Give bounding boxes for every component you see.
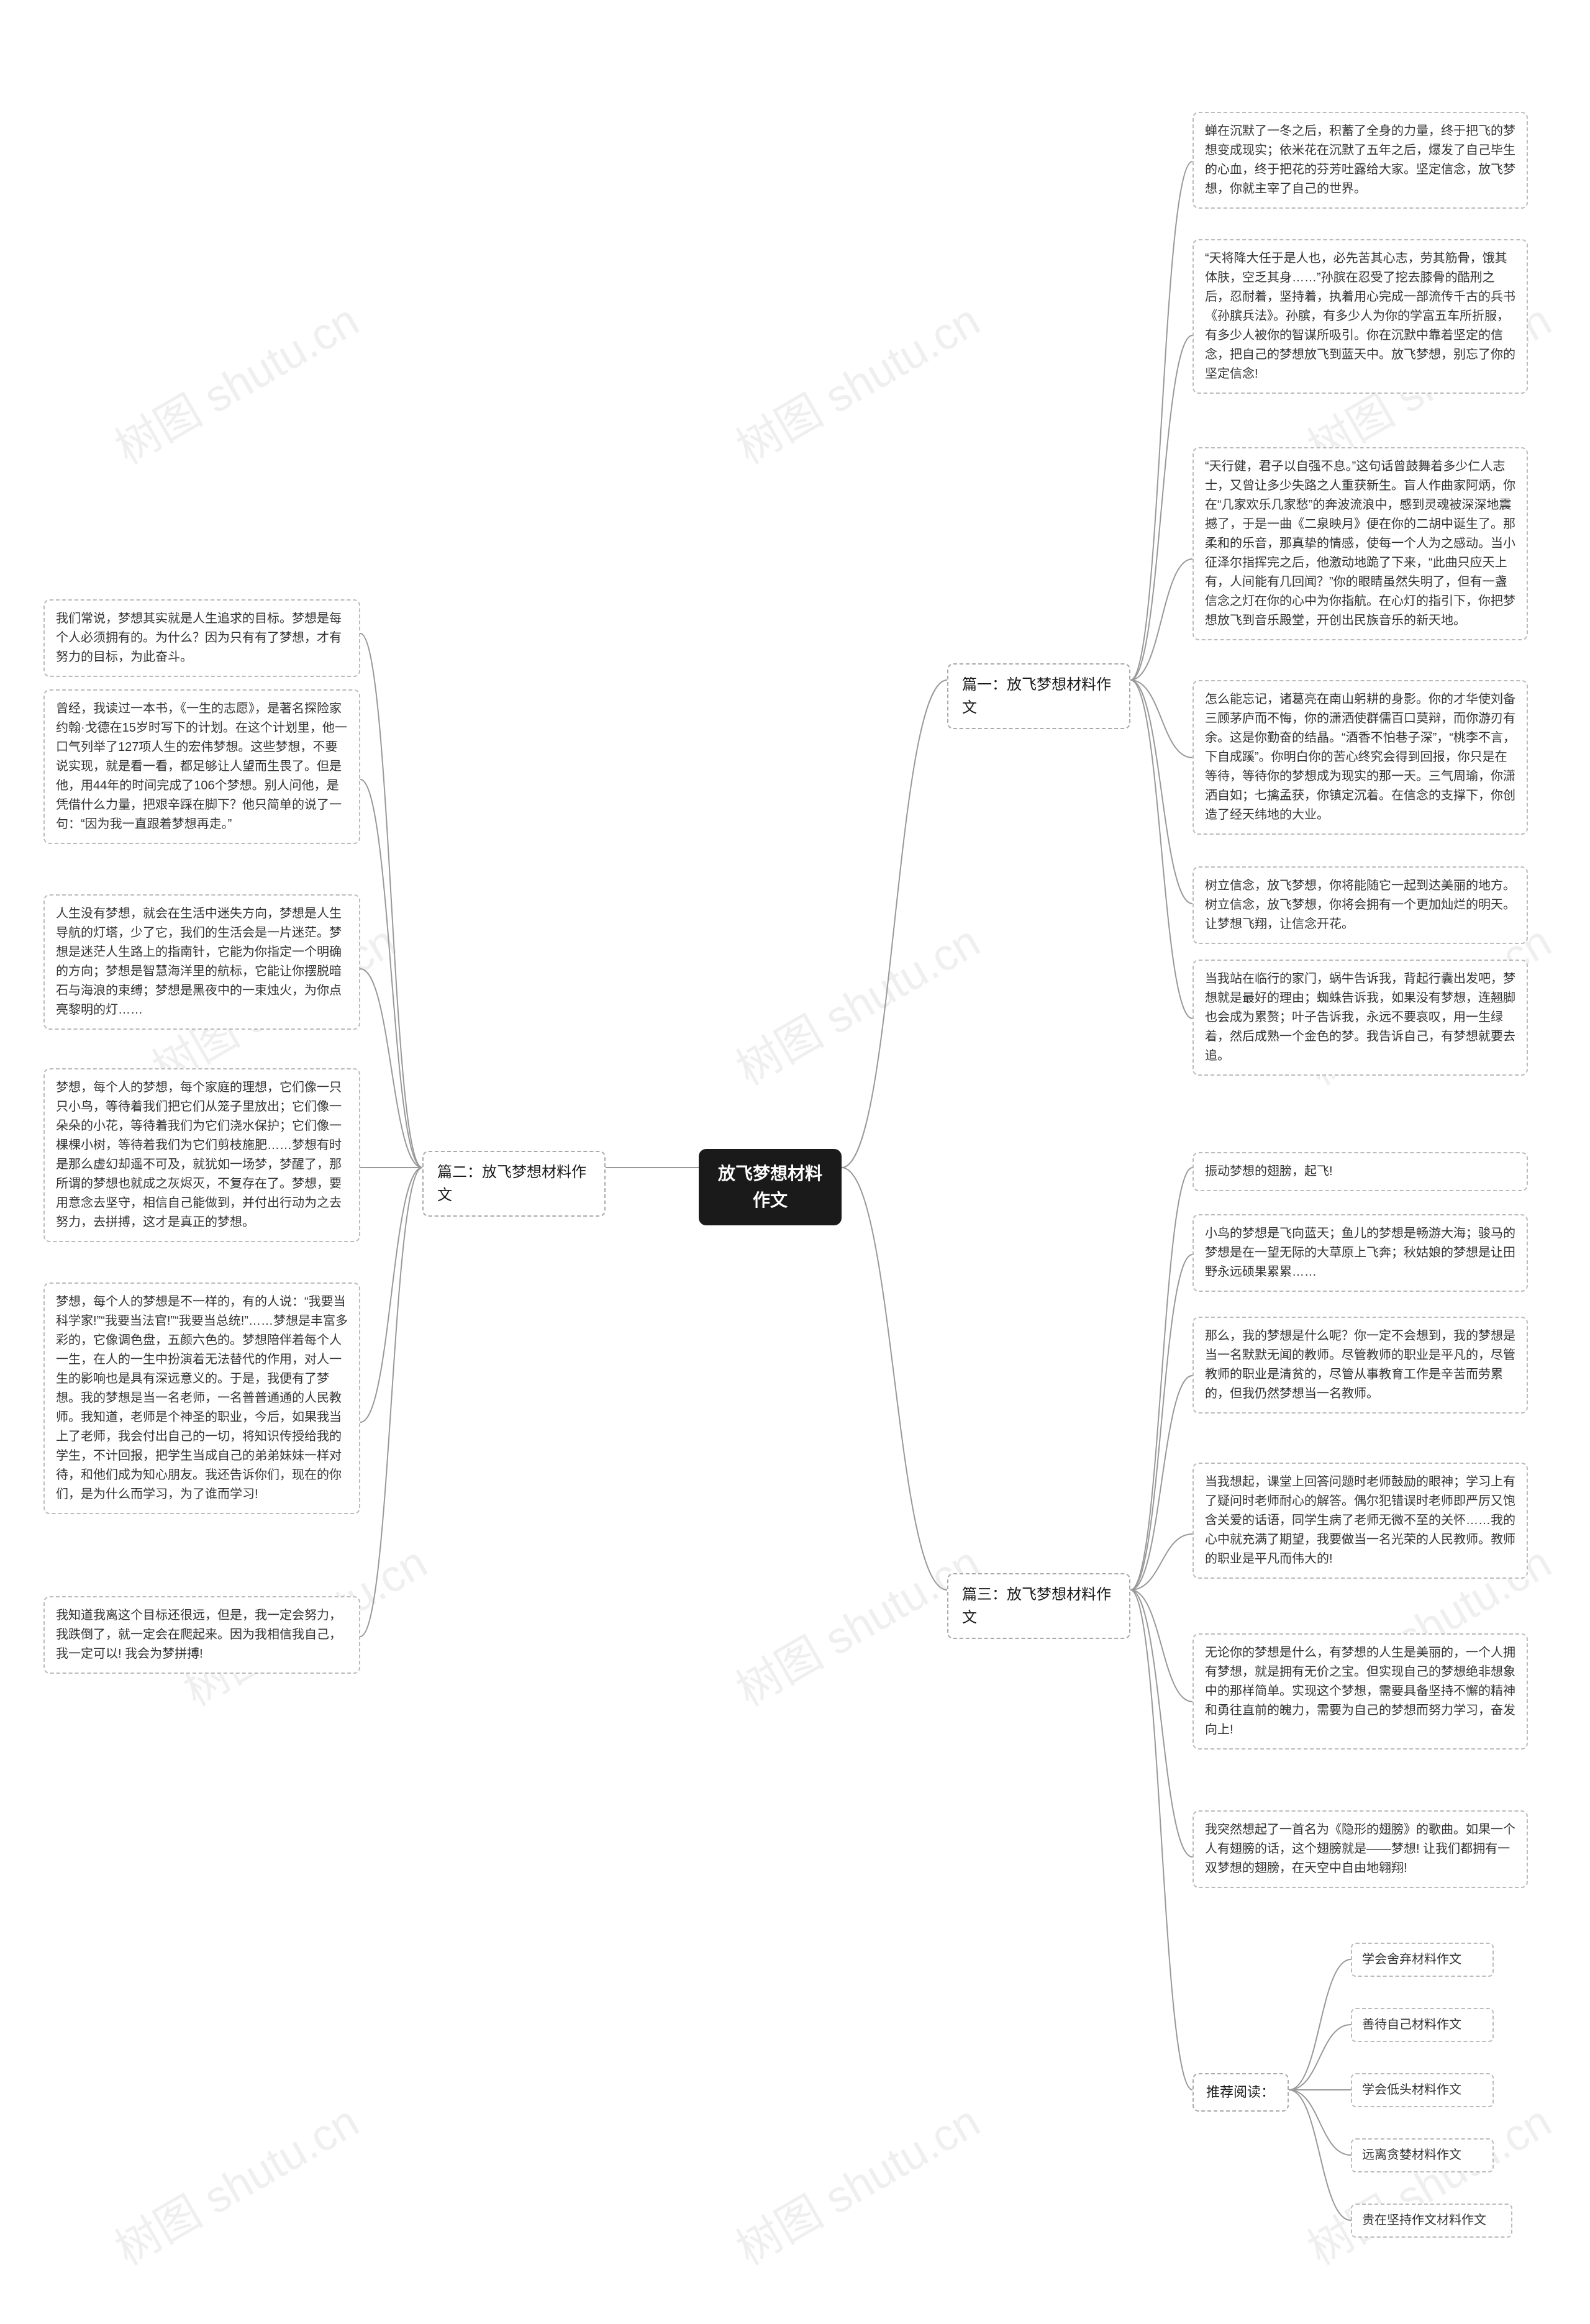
recommend-item-3[interactable]: 远离贪婪材料作文 [1351, 2138, 1494, 2172]
watermark: 树图 shutu.cn [101, 2086, 368, 2277]
root-node[interactable]: 放飞梦想材料作文 [699, 1149, 842, 1225]
leaf-ch3-2: 那么，我的梦想是什么呢？你一定不会想到，我的梦想是当一名默默无闻的教师。尽管教师… [1192, 1317, 1528, 1414]
leaf-ch1-0: 蝉在沉默了一冬之后，积蓄了全身的力量，终于把飞的梦想变成现实；依米花在沉默了五年… [1192, 112, 1528, 209]
watermark: 树图 shutu.cn [1294, 2086, 1561, 2277]
recommend-item-2[interactable]: 学会低头材料作文 [1351, 2073, 1494, 2107]
branch-chapter2[interactable]: 篇二：放飞梦想材料作文 [422, 1151, 606, 1217]
leaf-ch3-0: 振动梦想的翅膀，起飞! [1192, 1152, 1528, 1191]
leaf-ch2-3: 梦想，每个人的梦想，每个家庭的理想，它们像一只只小鸟，等待着我们把它们从笼子里放… [43, 1068, 360, 1242]
watermark: 树图 shutu.cn [101, 284, 368, 476]
watermark: 树图 shutu.cn [722, 906, 989, 1097]
leaf-ch3-4: 无论你的梦想是什么，有梦想的人生是美丽的，一个人拥有梦想，就是拥有无价之宝。但实… [1192, 1633, 1528, 1750]
leaf-ch1-1: “天将降大任于是人也，必先苦其心志，劳其筋骨，饿其体肤，空乏其身……”孙膑在忍受… [1192, 239, 1528, 394]
leaf-ch3-5: 我突然想起了一首名为《隐形的翅膀》的歌曲。如果一个人有翅膀的话，这个翅膀就是——… [1192, 1810, 1528, 1888]
watermark: 树图 shutu.cn [722, 2086, 989, 2277]
recommend-head[interactable]: 推荐阅读： [1192, 2073, 1289, 2112]
recommend-item-1[interactable]: 善待自己材料作文 [1351, 2008, 1494, 2042]
leaf-ch1-3: 怎么能忘记，诸葛亮在南山躬耕的身影。你的才华使刘备三顾茅庐而不悔，你的潇洒使群儒… [1192, 680, 1528, 835]
branch-chapter3[interactable]: 篇三：放飞梦想材料作文 [947, 1573, 1130, 1639]
leaf-ch2-0: 我们常说，梦想其实就是人生追求的目标。梦想是每个人必须拥有的。为什么？因为只有有… [43, 599, 360, 677]
leaf-ch3-1: 小鸟的梦想是飞向蓝天；鱼儿的梦想是畅游大海；骏马的梦想是在一望无际的大草原上飞奔… [1192, 1214, 1528, 1292]
leaf-ch2-1: 曾经，我读过一本书，《一生的志愿》，是著名探险家约翰·戈德在15岁时写下的计划。… [43, 689, 360, 844]
watermark: 树图 shutu.cn [722, 284, 989, 476]
recommend-item-4[interactable]: 贵在坚持作文材料作文 [1351, 2204, 1512, 2238]
branch-chapter1[interactable]: 篇一：放飞梦想材料作文 [947, 663, 1130, 729]
leaf-ch2-5: 我知道我离这个目标还很远，但是，我一定会努力，我跌倒了，就一定会在爬起来。因为我… [43, 1596, 360, 1674]
leaf-ch3-3: 当我想起，课堂上回答问题时老师鼓励的眼神；学习上有了疑问时老师耐心的解答。偶尔犯… [1192, 1463, 1528, 1579]
recommend-item-0[interactable]: 学会舍弃材料作文 [1351, 1943, 1494, 1977]
leaf-ch2-2: 人生没有梦想，就会在生活中迷失方向，梦想是人生导航的灯塔，少了它，我们的生活会是… [43, 894, 360, 1030]
leaf-ch2-4: 梦想，每个人的梦想是不一样的，有的人说：“我要当科学家!”“我要当法官!”“我要… [43, 1282, 360, 1514]
leaf-ch1-2: “天行健，君子以自强不息。”这句话曾鼓舞着多少仁人志士，又曾让多少失路之人重获新… [1192, 447, 1528, 640]
leaf-ch1-5: 当我站在临行的家门，蜗牛告诉我，背起行囊出发吧，梦想就是最好的理由；蜘蛛告诉我，… [1192, 960, 1528, 1076]
leaf-ch1-4: 树立信念，放飞梦想，你将能随它一起到达美丽的地方。树立信念，放飞梦想，你将会拥有… [1192, 866, 1528, 944]
